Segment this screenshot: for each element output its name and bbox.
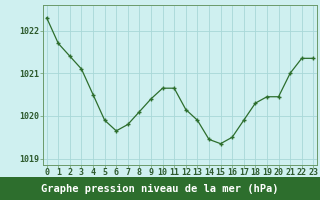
Text: Graphe pression niveau de la mer (hPa): Graphe pression niveau de la mer (hPa): [41, 183, 279, 194]
